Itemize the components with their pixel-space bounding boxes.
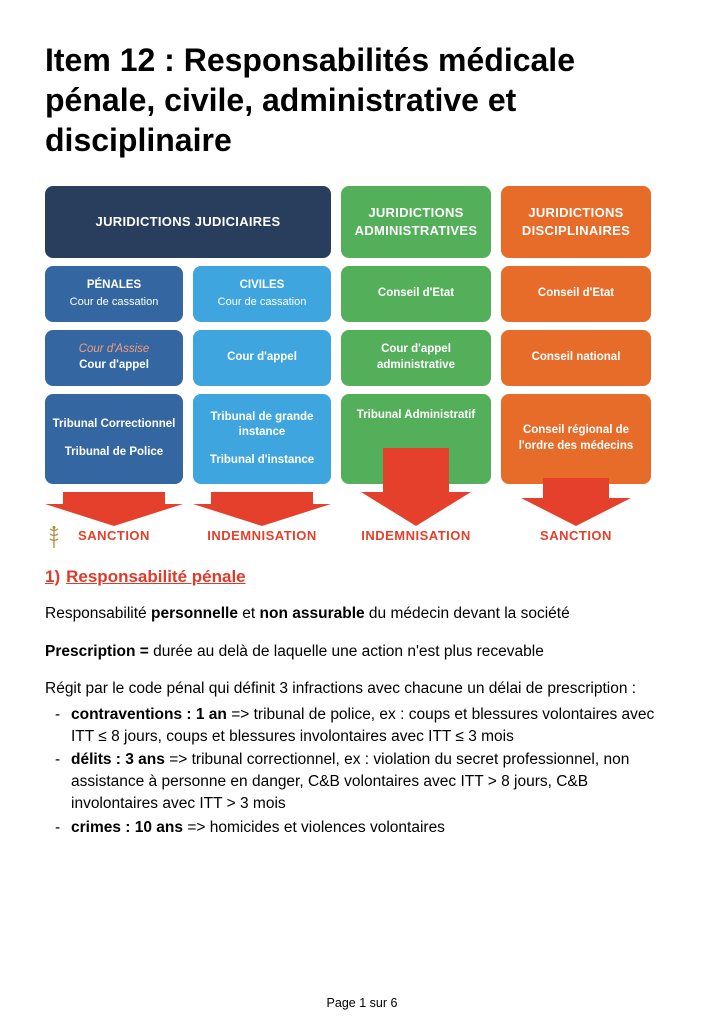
penales-tribunal: Tribunal Correctionnel Tribunal de Polic… [45, 394, 183, 484]
para-1: Responsabilité personnelle et non assura… [45, 603, 679, 625]
para-3: Régit par le code pénal qui définit 3 in… [45, 678, 679, 700]
penales-sub: Cour de cassation [70, 295, 159, 310]
civiles-title: CIVILES [240, 278, 285, 294]
header-judicial: JURIDICTIONS JUDICIAIRES [45, 186, 331, 258]
arrow-icon [361, 448, 471, 526]
outcome-civiles: INDEMNISATION [193, 528, 331, 543]
page-title: Item 12 : Responsabilités médicale pénal… [45, 40, 679, 160]
penales-appel: Cour d'Assise Cour d'appel [45, 330, 183, 386]
outcome-admin: INDEMNISATION [341, 528, 491, 543]
arrow-icon [45, 492, 183, 526]
admin-conseil-etat: Conseil d'Etat [341, 266, 491, 322]
outcome-disc: SANCTION [501, 528, 651, 543]
disc-conseil-national: Conseil national [501, 330, 651, 386]
tgi: Tribunal de grande instance [199, 410, 325, 441]
outcome-penales: SANCTION [45, 528, 183, 543]
civiles-tribunal: Tribunal de grande instance Tribunal d'i… [193, 394, 331, 484]
section-num: 1) [45, 567, 60, 586]
penales-title: PÉNALES [87, 278, 141, 294]
page-number: Page 1 sur 6 [0, 996, 724, 1010]
infractions-list: contraventions : 1 an => tribunal de pol… [45, 704, 679, 838]
cour-appel-pen: Cour d'appel [79, 358, 149, 374]
para-2: Prescription = durée au delà de laquelle… [45, 641, 679, 663]
header-admin: JURIDICTIONS ADMINISTRATIVES [341, 186, 491, 258]
disc-conseil-regional: Conseil régional de l'ordre des médecins [501, 394, 651, 484]
penales-cassation: PÉNALES Cour de cassation [45, 266, 183, 322]
cour-assise: Cour d'Assise [79, 342, 150, 358]
section-1-heading: 1) Responsabilité pénale [45, 567, 679, 587]
list-item: délits : 3 ans => tribunal correctionnel… [59, 749, 679, 814]
caduceus-icon [47, 526, 61, 548]
civiles-appel: Cour d'appel [193, 330, 331, 386]
ti: Tribunal d'instance [210, 453, 314, 469]
civiles-cassation: CIVILES Cour de cassation [193, 266, 331, 322]
tribunal-police: Tribunal de Police [65, 445, 163, 461]
section-title-text: Responsabilité pénale [66, 567, 246, 586]
civiles-sub: Cour de cassation [218, 295, 307, 310]
jurisdictions-diagram: JURIDICTIONS JUDICIAIRES JURIDICTIONS AD… [45, 186, 679, 543]
arrow-icon [521, 478, 631, 526]
list-item: contraventions : 1 an => tribunal de pol… [59, 704, 679, 747]
arrow-icon [193, 492, 331, 526]
disc-conseil-etat: Conseil d'Etat [501, 266, 651, 322]
header-disc: JURIDICTIONS DISCIPLINAIRES [501, 186, 651, 258]
tribunal-correctionnel: Tribunal Correctionnel [53, 417, 176, 433]
admin-appel: Cour d'appel administrative [341, 330, 491, 386]
list-item: crimes : 10 ans => homicides et violence… [59, 817, 679, 839]
